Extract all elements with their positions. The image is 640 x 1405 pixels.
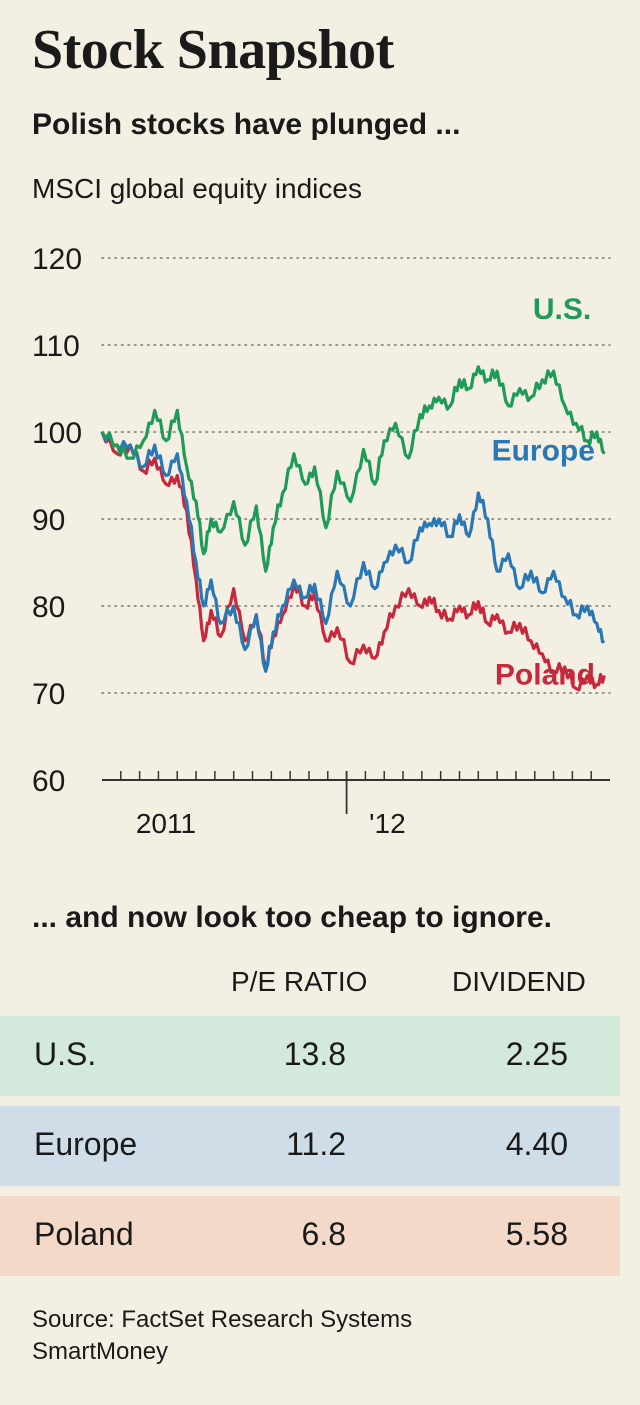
row-label: Europe bbox=[34, 1126, 138, 1162]
y-tick-label: 80 bbox=[32, 591, 65, 624]
series-label: Europe bbox=[492, 435, 595, 468]
chart-title: MSCI global equity indices bbox=[32, 173, 362, 204]
y-tick-label: 70 bbox=[32, 678, 65, 711]
table-row-europe: Europe 11.2 4.40 bbox=[0, 1106, 620, 1186]
series-labels: U.S. Europe Poland bbox=[492, 293, 595, 691]
line-chart: 60 70 80 90 100 110 120 2011 '12 U.S. Europe Pola… bbox=[32, 243, 611, 839]
chart-series bbox=[100, 365, 606, 692]
pe-value: 11.2 bbox=[286, 1126, 346, 1162]
y-axis-ticks: 60 70 80 90 100 110 120 bbox=[32, 243, 82, 798]
y-tick-label: 60 bbox=[32, 765, 65, 798]
y-tick-label: 90 bbox=[32, 504, 65, 537]
pe-value: 13.8 bbox=[283, 1036, 346, 1072]
pe-value: 6.8 bbox=[301, 1216, 346, 1252]
table-headline: ... and now look too cheap to ignore. bbox=[32, 901, 553, 934]
y-tick-label: 120 bbox=[32, 243, 82, 276]
table-row-us: U.S. 13.8 2.25 bbox=[0, 1016, 620, 1096]
source-text: Source: FactSet Research Systems bbox=[32, 1306, 413, 1333]
y-tick-label: 100 bbox=[32, 417, 82, 450]
series-line bbox=[100, 431, 606, 673]
column-header-dividend: DIVIDEND bbox=[452, 966, 586, 997]
x-tick-label: '12 bbox=[369, 808, 406, 839]
x-tick-label: 2011 bbox=[136, 808, 196, 839]
series-label: U.S. bbox=[533, 293, 591, 326]
series-line bbox=[100, 365, 606, 573]
series-line bbox=[100, 431, 606, 692]
row-label: Poland bbox=[34, 1216, 134, 1252]
column-header-pe: P/E RATIO bbox=[231, 966, 368, 997]
dividend-value: 4.40 bbox=[505, 1126, 568, 1162]
table-row-poland: Poland 6.8 5.58 bbox=[0, 1196, 620, 1276]
series-label: Poland bbox=[495, 658, 595, 691]
dividend-value: 5.58 bbox=[505, 1216, 568, 1252]
publisher-text: SmartMoney bbox=[32, 1338, 169, 1366]
row-label: U.S. bbox=[34, 1036, 97, 1072]
dividend-value: 2.25 bbox=[505, 1036, 568, 1072]
chart-headline: Polish stocks have plunged ... bbox=[32, 108, 461, 141]
source-note: Source: FactSet Research Systems SmartMo… bbox=[32, 1304, 412, 1369]
y-tick-label: 110 bbox=[32, 330, 80, 363]
page-title: Stock Snapshot bbox=[32, 19, 394, 81]
x-axis: 2011 '12 bbox=[102, 771, 610, 839]
